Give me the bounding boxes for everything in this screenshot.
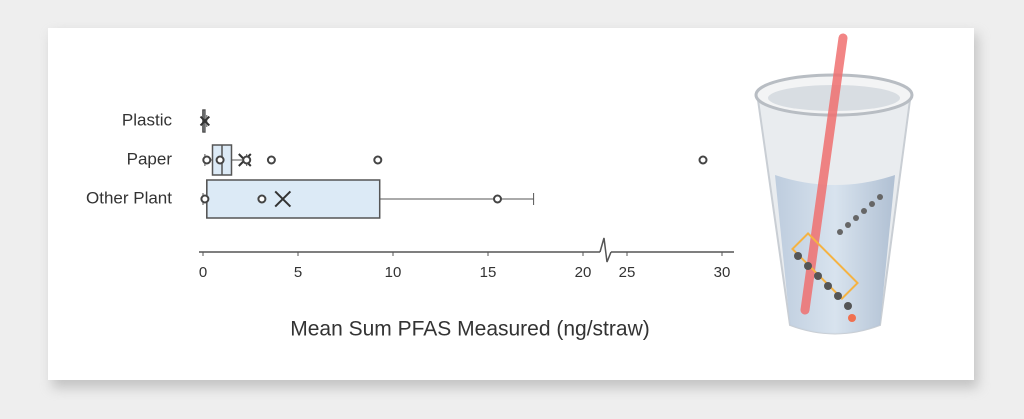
x-tick-label: 0 — [199, 264, 207, 281]
data-point — [215, 155, 225, 165]
data-point — [266, 155, 276, 165]
mean-marker — [274, 190, 292, 208]
data-point — [698, 155, 708, 165]
data-point — [202, 155, 212, 165]
axis-break — [599, 237, 612, 263]
y-tick-label: Paper — [127, 149, 173, 168]
x-tick-label: 25 — [619, 264, 636, 281]
x-tick-label: 20 — [575, 264, 592, 281]
data-point — [257, 194, 267, 204]
data-point — [493, 194, 502, 204]
cup-illustration — [754, 33, 914, 335]
data-point — [200, 194, 210, 204]
x-tick-label: 10 — [385, 264, 402, 281]
data-point — [242, 155, 252, 165]
y-tick-label: Plastic — [122, 110, 173, 129]
data-point — [373, 155, 383, 165]
box — [206, 179, 381, 219]
mean-marker — [199, 115, 211, 127]
x-tick-label: 15 — [480, 264, 497, 281]
x-axis-title: Mean Sum PFAS Measured (ng/straw) — [290, 318, 649, 341]
x-tick-label: 30 — [714, 264, 731, 281]
y-tick-label: Other Plant — [86, 188, 172, 207]
x-tick-label: 5 — [294, 264, 302, 281]
